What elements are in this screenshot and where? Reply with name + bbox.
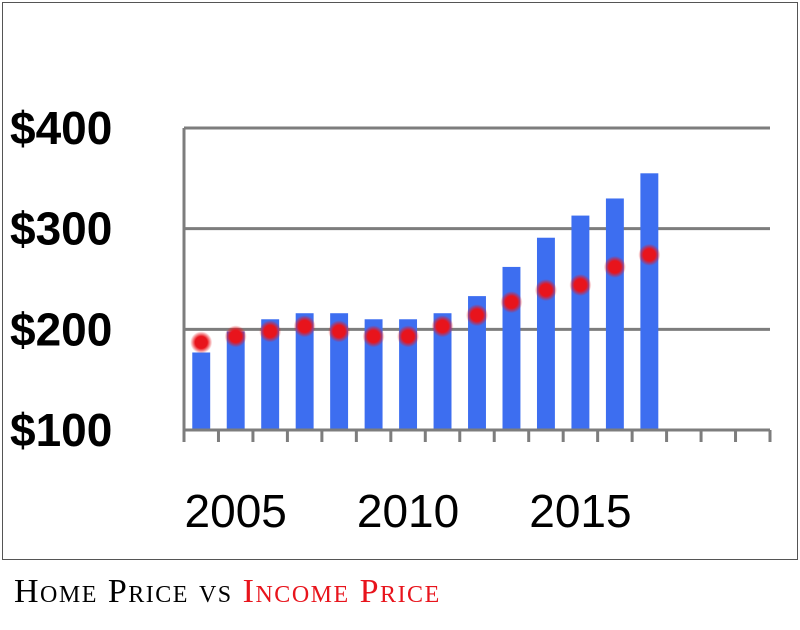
bar-2004: [192, 352, 211, 430]
dot-2014: [534, 279, 557, 302]
x-tick-labels: 2005 2010 2015: [185, 485, 632, 537]
y-tick-label-300: $300: [10, 203, 112, 255]
chart-frame: [2, 2, 798, 560]
bar-2016: [605, 198, 624, 430]
dot-2013: [500, 291, 523, 314]
bar-2017: [640, 173, 659, 431]
bar-2005: [226, 331, 245, 430]
income-price-dots: [190, 243, 661, 354]
dot-2006: [259, 320, 282, 343]
dot-2010: [397, 325, 420, 348]
dot-2016: [603, 255, 626, 278]
bar-2007: [295, 313, 314, 430]
caption-income-price: Income Price: [242, 573, 441, 610]
dot-2015: [569, 274, 592, 297]
y-tick-label-200: $200: [10, 303, 112, 355]
bar-2008: [330, 313, 349, 430]
bar-2011: [433, 313, 452, 430]
dot-2017: [638, 243, 661, 266]
dot-2005: [224, 325, 247, 348]
y-tick-labels: $100 $200 $300 $400: [10, 102, 112, 456]
dot-2011: [431, 315, 454, 338]
x-tick-label-2005: 2005: [185, 485, 287, 537]
home-price-bars: [192, 173, 659, 431]
axes: [182, 128, 772, 442]
y-tick-label-400: $400: [10, 102, 112, 154]
bar-2006: [261, 319, 280, 430]
dot-2009: [362, 325, 385, 348]
dot-2007: [293, 315, 316, 338]
chart-caption: Home Price vs Income Price: [14, 562, 441, 622]
dot-2008: [328, 320, 351, 343]
dot-2004: [190, 331, 213, 354]
x-tick-label-2010: 2010: [357, 485, 459, 537]
y-tick-label-100: $100: [10, 404, 112, 456]
bar-2009: [364, 319, 383, 430]
dot-2012: [466, 304, 488, 327]
caption-home-price: Home Price: [14, 573, 189, 610]
bar-2015: [571, 215, 590, 430]
bar-2014: [536, 237, 555, 430]
bar-2012: [468, 296, 486, 430]
home-vs-income-chart: $100 $200 $300 $400 2005 2010 2015: [10, 102, 772, 537]
x-tick-label-2015: 2015: [529, 485, 631, 537]
bar-2010: [399, 319, 418, 430]
caption-vs: vs: [198, 573, 233, 610]
